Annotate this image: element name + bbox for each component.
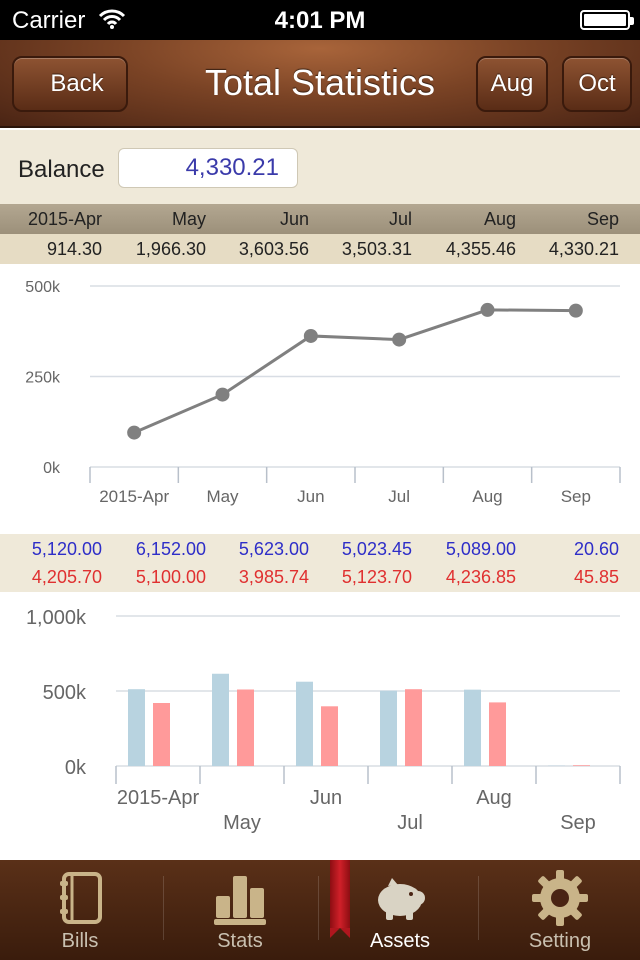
- expense-value: 4,236.85: [445, 567, 516, 587]
- x-tick-label: Jul: [388, 487, 410, 506]
- expense-bar: [237, 689, 254, 766]
- balance-line-chart-svg: 500k 250k 0k 2015-Apr May Jun Jul Aug Sep: [25, 279, 621, 506]
- tab-label: Bills: [61, 930, 99, 952]
- bookmark-ribbon: [330, 860, 350, 938]
- month-header: May: [171, 209, 206, 229]
- expense-bar: [153, 703, 170, 766]
- y-tick-label: 0k: [43, 460, 61, 477]
- x-tick-label: Jun: [310, 787, 342, 809]
- battery-icon: [580, 10, 634, 30]
- x-tick-label: Jun: [297, 487, 324, 506]
- y-tick-label: 500k: [25, 279, 61, 296]
- monthly-balance-value: 4,330.21: [548, 239, 619, 259]
- income-value: 5,623.00: [238, 539, 309, 559]
- carrier-label: Carrier: [12, 7, 86, 34]
- clock: 4:01 PM: [274, 7, 366, 34]
- x-tick-label: Aug: [476, 787, 512, 809]
- tab-divider: [163, 876, 164, 940]
- monthly-balance-value: 3,603.56: [238, 239, 309, 259]
- navigation-bar: Back Total Statistics Aug Oct: [0, 40, 640, 128]
- balance-data-point: [568, 303, 583, 318]
- notebook-icon: [60, 872, 102, 924]
- y-tick-label: 500k: [43, 682, 87, 704]
- expense-bar: [489, 702, 506, 766]
- income-bar: [464, 689, 481, 766]
- income-bar: [128, 689, 145, 766]
- balance-data-point: [480, 302, 495, 317]
- income-value: 5,023.45: [341, 539, 412, 559]
- page-title: Total Statistics: [204, 62, 436, 103]
- balance-data-point: [392, 332, 407, 347]
- income-expense-bar-chart-svg: 1,000k 500k 0k 2015-Apr May Jun Jul Aug Sep: [26, 607, 621, 834]
- expense-bar: [573, 765, 590, 766]
- balance-data-point: [127, 425, 142, 440]
- next-month-button[interactable]: Oct: [562, 56, 632, 112]
- status-bar: Carrier 4:01 PM: [0, 0, 640, 40]
- tab-divider: [318, 876, 319, 940]
- balance-data-point: [303, 328, 318, 343]
- expense-value: 3,985.74: [238, 567, 309, 587]
- month-header: Sep: [586, 209, 619, 229]
- income-expense-bar-chart: 1,000k 500k 0k 2015-Apr May Jun Jul Aug Sep: [0, 592, 640, 860]
- income-bar: [380, 690, 397, 766]
- income-expense-row: 5,120.00 6,152.00 5,623.00 5,023.45 5,08…: [0, 534, 640, 592]
- monthly-balance-value: 4,355.46: [445, 239, 516, 259]
- monthly-balance-value: 914.30: [46, 239, 102, 259]
- tab-bar: Bills Stats Assets: [0, 860, 640, 960]
- bar-stack-icon: [214, 876, 266, 925]
- tab-label: Setting: [528, 930, 592, 952]
- tab-assets[interactable]: Assets: [320, 860, 480, 960]
- income-value: 20.60: [573, 539, 619, 559]
- expense-bar: [405, 689, 422, 766]
- expense-value: 5,100.00: [135, 567, 206, 587]
- tab-label: Stats: [217, 930, 263, 952]
- balance-series-line: [133, 308, 576, 434]
- x-tick-label: 2015-Apr: [117, 787, 200, 809]
- balance-line-chart: 500k 250k 0k 2015-Apr May Jun Jul Aug Sep: [0, 264, 640, 534]
- balance-row: Balance 4,330.21: [0, 130, 640, 204]
- month-header: Jun: [279, 209, 309, 229]
- tab-divider: [478, 876, 479, 940]
- y-tick-label: 250k: [25, 370, 61, 387]
- income-bar: [296, 681, 313, 766]
- expense-value: 4,205.70: [31, 567, 102, 587]
- y-tick-label: 0k: [65, 757, 87, 779]
- expense-value: 5,123.70: [341, 567, 412, 587]
- tab-bills[interactable]: Bills: [0, 860, 160, 960]
- y-tick-label: 1,000k: [26, 607, 87, 629]
- back-button[interactable]: Back: [12, 56, 128, 112]
- x-tick-label: 2015-Apr: [99, 487, 169, 506]
- tab-setting[interactable]: Setting: [480, 860, 640, 960]
- balance-label: Balance: [18, 156, 105, 183]
- wifi-icon: [98, 8, 126, 37]
- month-header: Jul: [388, 209, 412, 229]
- x-tick-label: Sep: [560, 812, 596, 834]
- month-header: 2015-Apr: [27, 209, 102, 229]
- expense-value: 45.85: [573, 567, 619, 587]
- expense-bar: [321, 706, 338, 766]
- tab-label: Assets: [369, 930, 431, 952]
- income-bar: [212, 673, 229, 766]
- month-header: Aug: [483, 209, 516, 229]
- tab-stats[interactable]: Stats: [160, 860, 320, 960]
- x-tick-label: Jul: [397, 812, 423, 834]
- monthly-balance-row: 914.30 1,966.30 3,603.56 3,503.31 4,355.…: [0, 234, 640, 264]
- income-value: 6,152.00: [135, 539, 206, 559]
- balance-data-point: [215, 387, 230, 402]
- monthly-balance-value: 3,503.31: [341, 239, 412, 259]
- piggy-bank-icon: [378, 878, 425, 920]
- previous-month-button[interactable]: Aug: [476, 56, 548, 112]
- x-tick-label: Sep: [561, 487, 591, 506]
- monthly-balance-value: 1,966.30: [135, 239, 206, 259]
- x-tick-label: May: [206, 487, 239, 506]
- gear-icon: [532, 870, 588, 926]
- month-header-row: 2015-Apr May Jun Jul Aug Sep: [0, 204, 640, 234]
- income-value: 5,120.00: [31, 539, 102, 559]
- x-tick-label: Aug: [472, 487, 502, 506]
- x-tick-label: May: [223, 812, 261, 834]
- income-value: 5,089.00: [445, 539, 516, 559]
- balance-value: 4,330.21: [118, 148, 298, 188]
